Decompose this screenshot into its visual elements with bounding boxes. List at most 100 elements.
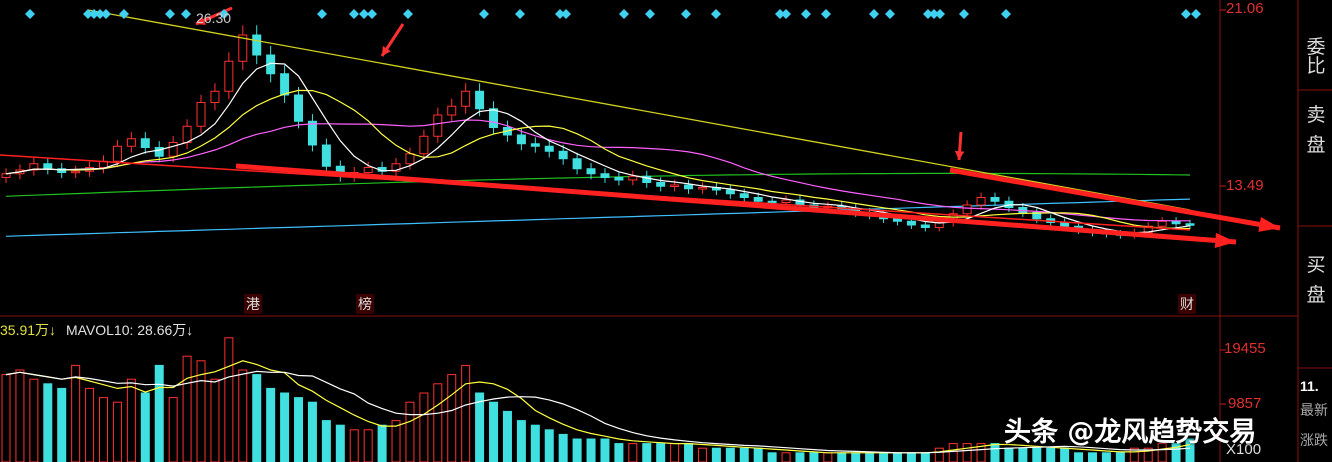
volume-bar [684,443,694,462]
signal-diamond [359,9,369,19]
volume-bar [948,443,958,462]
candle-body [892,218,902,222]
volume-bar [697,447,707,462]
candle-body [307,120,317,146]
signal-diamond [349,9,359,19]
candle-body [1060,222,1070,227]
volume-bar [405,401,415,462]
volume-bar [1,374,11,462]
candle-body [544,145,554,152]
ma5-line [5,62,1191,234]
event-marker-list[interactable]: 榜 [356,294,374,314]
candle-body [57,168,67,173]
candle-body [405,153,415,165]
volume-bar [1185,438,1195,462]
trend-arrow-lower-head [1214,232,1236,248]
buy-orders-button[interactable]: 买盘 [1306,254,1326,307]
candle-body [196,102,206,127]
volume-bar [502,410,512,462]
volume-bar [349,429,359,462]
candle-body [210,90,220,103]
volume-bar [391,420,401,462]
trend-arrow-lower [235,163,1237,245]
candle-body [252,34,262,56]
volume-bar [1074,452,1084,462]
candle-body [140,138,150,148]
volume-bar [711,447,721,462]
signal-diamond [95,9,105,19]
volume-bar [865,452,875,462]
sell-orders-button[interactable]: 卖盘 [1306,104,1326,157]
volume-bar [182,355,192,462]
candle-body [600,173,610,178]
candle-body [725,189,735,195]
candle-body [1032,212,1042,220]
event-marker-finance[interactable]: 财 [1178,294,1196,314]
high-price-annotation: 26.30 [196,10,232,26]
signal-diamond [561,9,571,19]
volume-bar [57,387,67,462]
change-label-fragment: 涨跌 [1300,432,1328,448]
candle-body [1,173,11,178]
signal-diamond [821,9,831,19]
signal-diamond [645,9,655,19]
signal-diamond [181,9,191,19]
watermark: 头条 @龙风趋势交易 [1004,417,1257,448]
volume-bar [475,392,485,462]
volume-ma10-line [5,370,1191,454]
order-ratio-label[interactable]: 委比 [1306,36,1326,77]
candle-body [558,150,568,160]
upper-trendline [87,9,1191,211]
signal-diamond [83,9,93,19]
volume-bar [906,452,916,462]
volume-bar [307,401,317,462]
signal-diamond [101,9,111,19]
volume-tick-top: 19455 [1224,340,1266,357]
event-marker-hk[interactable]: 港 [244,294,262,314]
candle-body [419,135,429,155]
volume-bar [851,452,861,462]
volume-bar [516,420,526,462]
signal-diamond [959,9,969,19]
signal-diamond [219,9,229,19]
trend-arrow-upper-head [1258,216,1280,232]
candle-body [475,90,485,110]
candle-body [489,108,499,128]
volume-bar [29,378,39,462]
volume-bar [363,429,373,462]
volume-bar [433,383,443,462]
volume-bar [224,337,234,462]
volume-bar [252,374,262,462]
volume-bar [210,378,220,462]
candle-body [43,163,53,170]
volume-bar [335,424,345,462]
candle-body [1157,220,1167,227]
signal-diamond [619,9,629,19]
signal-diamond [515,9,525,19]
volume-bar [920,452,930,462]
volume-bar [725,447,735,462]
volume-legend: 35.91万↓ MAVOL10: 28.66万↓ [0,320,193,340]
volume-bar [447,374,457,462]
signal-diamond [165,9,175,19]
signal-diamond [367,9,377,19]
volume-bar [377,424,387,462]
signal-diamond [479,9,489,19]
candle-body [391,163,401,172]
volume-bar [990,443,1000,462]
signal-diamond [317,9,327,19]
candle-body [168,142,178,157]
volume-bar [1018,447,1028,462]
ma60-line [5,172,1191,197]
volume-bar [15,369,25,462]
volume-bar [795,452,805,462]
candle-body [224,60,234,92]
volume-bar [1129,447,1139,462]
volume-bar [558,433,568,462]
volume-tick-mid: 9857 [1228,395,1262,412]
volume-bar [168,397,178,462]
candle-body [614,177,624,181]
ma10-line [5,89,1191,230]
volume-bar [879,452,889,462]
